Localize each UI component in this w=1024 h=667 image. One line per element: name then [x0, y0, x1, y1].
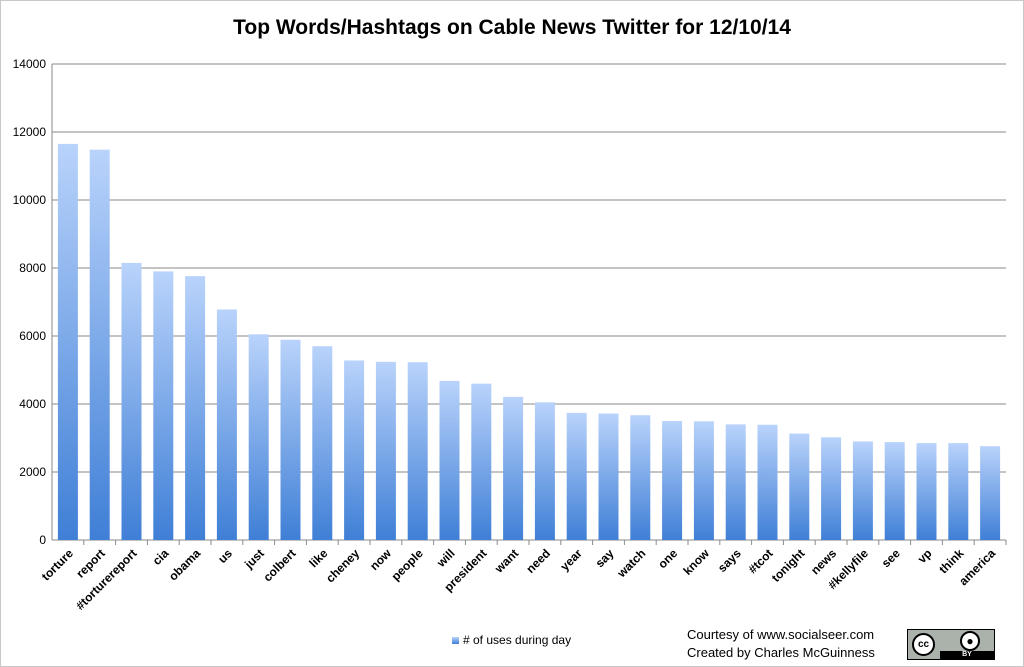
credit-line-2: Created by Charles McGuinness [687, 645, 875, 660]
bar-tonight [789, 433, 810, 540]
x-tick-label: watch [614, 546, 649, 581]
y-tick-label: 12000 [13, 125, 47, 139]
x-tick-label: now [367, 546, 394, 573]
bar-vp [916, 443, 937, 540]
bar-now [375, 361, 396, 540]
person-icon: ● [960, 631, 980, 651]
creative-commons-icon: cc [912, 633, 935, 656]
x-tick-label: colbert [260, 546, 298, 584]
bar-know [693, 421, 714, 540]
bar-kellyfile [852, 441, 873, 540]
x-tick-label: need [523, 546, 553, 576]
axes [51, 64, 1007, 545]
x-tick-label: say [593, 546, 617, 570]
y-tick-labels: 0 2000 4000 6000 8000 10000 12000 14000 [13, 57, 47, 547]
legend-label: # of uses during day [463, 633, 572, 647]
bar-think [948, 443, 969, 540]
x-tick-label: just [241, 546, 267, 572]
x-tick-label: people [389, 546, 426, 583]
y-tick-label: 2000 [19, 465, 46, 479]
y-tick-label: 14000 [13, 57, 47, 71]
x-tick-label: obama [166, 546, 203, 583]
x-tick-label: us [215, 546, 235, 566]
y-tick-label: 10000 [13, 193, 47, 207]
bar-president [471, 383, 492, 540]
x-tick-label: cheney [323, 546, 362, 585]
bar-need [534, 402, 555, 540]
chart-title: Top Words/Hashtags on Cable News Twitter… [233, 16, 791, 39]
bar-see [884, 442, 905, 540]
bars [57, 143, 1001, 540]
gridlines [52, 63, 1006, 473]
x-tick-label: cia [150, 546, 172, 568]
bar-news [821, 437, 842, 540]
y-tick-label: 0 [39, 533, 46, 547]
bar-torture [57, 143, 78, 540]
bar-year [566, 412, 587, 540]
by-label: BY [940, 651, 994, 659]
bar-like [312, 346, 333, 540]
x-tick-label: like [306, 546, 330, 570]
bar-cia [153, 271, 174, 540]
x-tick-label: want [491, 546, 521, 576]
x-tick-label: vp [915, 546, 935, 566]
legend-swatch [452, 636, 459, 644]
x-tick-label: torture [39, 546, 76, 583]
bar-will [439, 380, 460, 540]
legend: # of uses during day [452, 633, 571, 647]
x-tick-label: will [433, 546, 457, 570]
bar-obama [185, 276, 206, 540]
bar-just [248, 334, 269, 540]
y-tick-label: 4000 [19, 397, 46, 411]
bar-us [216, 309, 237, 540]
credit-line-1: Courtesy of www.socialseer.com [687, 627, 875, 642]
x-tick-label: tonight [769, 546, 808, 585]
x-tick-label: says [715, 546, 744, 575]
cc-by-license-badge: cc ● BY [907, 629, 995, 660]
bar-one [662, 421, 683, 540]
bar-want [503, 396, 524, 540]
bar-tcot [757, 424, 778, 540]
y-tick-label: 8000 [19, 261, 46, 275]
x-tick-label: know [680, 546, 712, 578]
bar-colbert [280, 339, 301, 540]
bar-watch [630, 415, 651, 540]
bar-people [407, 362, 428, 540]
y-tick-label: 6000 [19, 329, 46, 343]
bar-torturereport [121, 262, 142, 540]
bar-report [89, 149, 110, 540]
bar-america [980, 446, 1001, 540]
x-tick-label: year [557, 546, 585, 574]
bar-says [725, 424, 746, 540]
credits: Courtesy of www.socialseer.com Created b… [687, 626, 875, 662]
bar-say [598, 413, 619, 540]
bar-cheney [344, 360, 365, 540]
x-tick-label: one [655, 546, 680, 571]
x-tick-label: see [879, 546, 903, 570]
